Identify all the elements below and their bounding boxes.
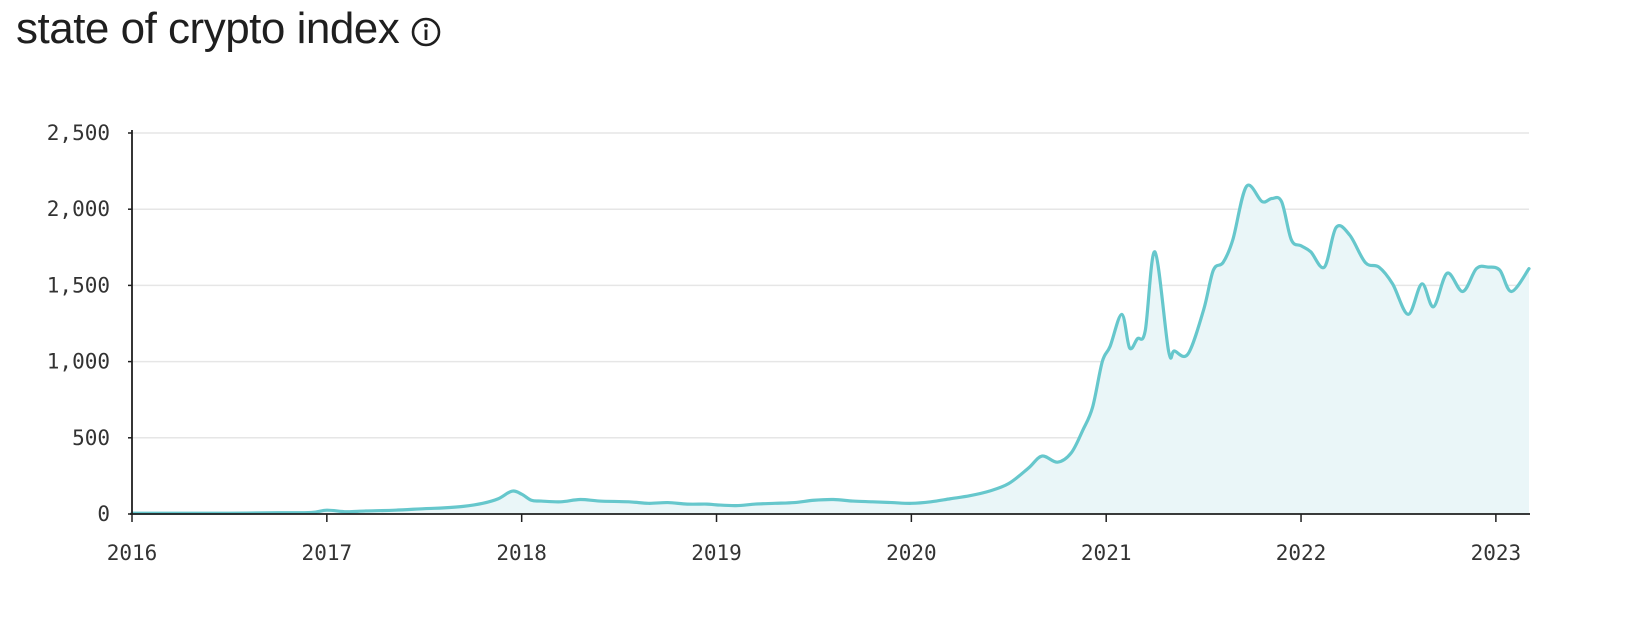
x-tick-label: 2018 [496, 541, 547, 565]
x-tick-label: 2017 [302, 541, 353, 565]
x-tick-label: 2022 [1276, 541, 1327, 565]
y-tick-label: 500 [72, 426, 110, 450]
y-tick-label: 2,000 [47, 197, 110, 221]
y-tick-label: 0 [97, 502, 110, 526]
axes [128, 130, 1530, 522]
x-tick-label: 2020 [886, 541, 937, 565]
y-tick-label: 2,500 [47, 121, 110, 145]
x-tick-label: 2021 [1081, 541, 1132, 565]
chart-title: state of crypto index [16, 4, 400, 53]
series-area [130, 183, 1531, 515]
chart-header: state of crypto index [16, 4, 443, 54]
series-line [130, 183, 1531, 515]
x-tick-label: 2016 [107, 541, 158, 565]
info-icon[interactable] [409, 15, 443, 49]
x-tick-label: 2023 [1471, 541, 1522, 565]
y-tick-label: 1,000 [47, 350, 110, 374]
tick-labels: 0 500 1,000 1,500 2,000 2,500 2016 2017 2018 2019… [47, 121, 1521, 565]
series-fill [132, 185, 1529, 514]
x-tick-label: 2019 [691, 541, 742, 565]
y-tick-label: 1,500 [47, 273, 110, 297]
